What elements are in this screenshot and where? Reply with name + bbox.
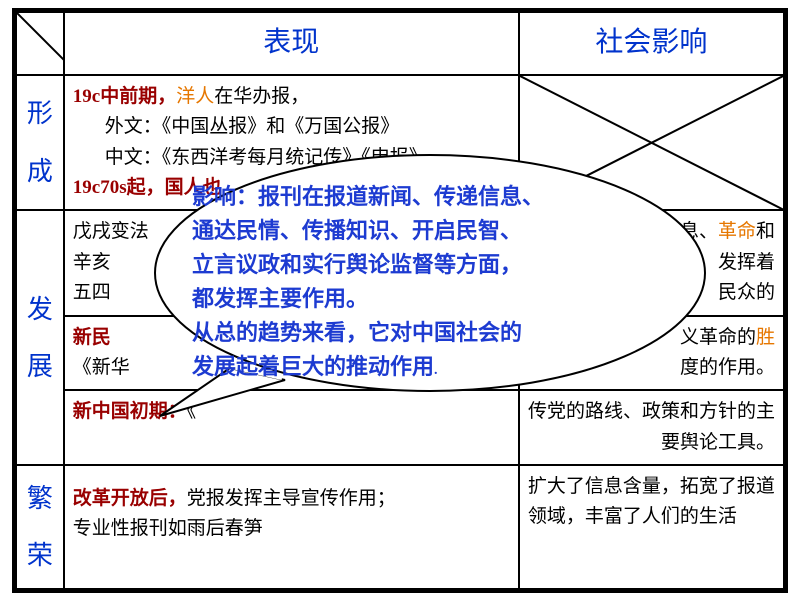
rowhead-formation-label: 形成 (27, 99, 53, 185)
t: 立言议政和实行舆论监督等方面， (192, 252, 522, 277)
t: 通达民情、传播知识、开启民智、 (192, 218, 522, 243)
row-prosperity: 繁荣 改革开放后，党报发挥主导宣传作用； 专业性报刊如雨后春笋 扩大了信息含量，… (16, 465, 784, 589)
rowhead-prosperity-label: 繁荣 (27, 484, 53, 570)
t: 改革开放后， (73, 488, 187, 509)
rowhead-development-label: 发展 (27, 295, 53, 381)
t: 都发挥主要作用。 (192, 286, 368, 311)
t: 发展起着巨大的推动作用 (192, 354, 434, 379)
header-col-2: 社会影响 (519, 12, 784, 75)
speech-bubble: 影响：报刊在报道新闻、传递信息、 通达民情、传播知识、开启民智、 立言议政和实行… (120, 138, 720, 418)
prosperity-cell2: 扩大了信息含量，拓宽了报道领域，丰富了人们的生活 (519, 465, 784, 589)
header-row: 表现 社会影响 (16, 12, 784, 75)
t: 在华办报， (214, 86, 309, 107)
t: 新民 (73, 327, 111, 348)
prosperity-cell1: 改革开放后，党报发挥主导宣传作用； 专业性报刊如雨后春笋 (64, 465, 519, 589)
corner-cell (16, 12, 64, 75)
rowhead-prosperity: 繁荣 (16, 465, 64, 589)
t: 扩大了信息含量，拓宽了报道领域，丰富了人们的生活 (528, 476, 775, 527)
rowhead-formation: 形成 (16, 75, 64, 211)
t: 党报发挥主导宣传作用； (187, 488, 396, 509)
bubble-text: 影响：报刊在报道新闻、传递信息、 通达民情、传播知识、开启民智、 立言议政和实行… (192, 180, 662, 385)
rowhead-development: 发展 (16, 210, 64, 465)
t: 专业性报刊如雨后春笋 (73, 514, 510, 544)
header-col-1: 表现 (64, 12, 519, 75)
t: . (434, 363, 438, 378)
t: 和 (756, 221, 775, 242)
t: 影响：报刊在报道新闻、传递信息、 (192, 184, 544, 209)
t: 洋人 (176, 86, 214, 107)
t: 革命 (718, 221, 756, 242)
t: 胜 (756, 327, 775, 348)
t: 19c中前期， (73, 86, 176, 107)
t: 从总的趋势来看，它对中国社会的 (192, 320, 522, 345)
